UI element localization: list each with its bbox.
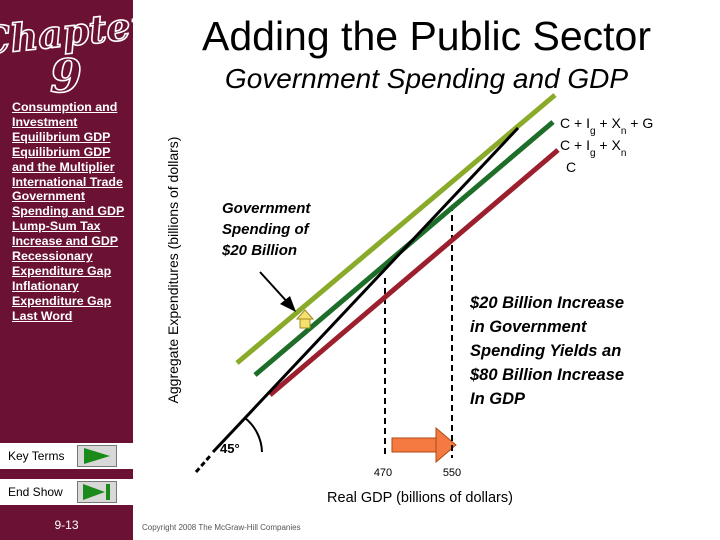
tick-label-470: 470 <box>374 467 392 479</box>
legend-label-c-ig-xn: C + Ig + Xn <box>560 137 626 159</box>
end-show-icon <box>83 484 110 500</box>
annotation-gdp-increase-line: in Government <box>470 318 588 336</box>
angle-arc <box>244 417 263 453</box>
series-line-45-degree <box>211 126 520 454</box>
nav-link-equilibrium-gdp-multiplier[interactable]: Equilibrium GDP and the Multiplier <box>12 144 115 174</box>
page-number: 9-13 <box>54 518 79 532</box>
chapter-logo-number: 9 <box>50 49 82 96</box>
pointer-arrow-head <box>280 296 296 312</box>
annotation-gov-spending-line: $20 Billion <box>221 242 297 259</box>
chapter-logo: Chapter 9 <box>0 0 133 96</box>
pointer-arrow-line <box>259 271 291 306</box>
gdp-increase-arrow <box>391 426 457 464</box>
up-arrow-marker <box>295 309 315 329</box>
tick-label-550: 550 <box>443 467 461 479</box>
legend-label-c-ig-xn-g-part: + G <box>626 115 653 131</box>
end-show-label: End Show <box>8 485 63 499</box>
annotation-gdp-increase-line: Spending Yields an <box>470 342 621 360</box>
nav-list: Consumption and Investment Equilibrium G… <box>12 100 130 324</box>
legend-label-c-ig-xn-g-part: C + I <box>560 115 590 131</box>
play-triangle-icon <box>84 448 110 464</box>
legend-label-c-ig-xn-part: n <box>621 148 627 159</box>
legend-label-c-ig-xn-g-part: + X <box>596 115 622 131</box>
slide-title: Adding the Public Sector <box>202 13 651 59</box>
annotation-gov-spending-line: Government <box>222 200 311 217</box>
annotation-gdp-increase: $20 Billion Increase in Government Spend… <box>469 294 629 408</box>
series-line-c <box>268 148 560 397</box>
nav-link-consumption-investment[interactable]: Consumption and Investment <box>12 100 118 129</box>
nav-link-last-word[interactable]: Last Word <box>12 308 73 323</box>
annotation-gov-spending-line: Spending of <box>222 221 311 238</box>
ae-chart: Aggregate Expenditures (billions of doll… <box>165 93 653 506</box>
series-line-c-ig-xn-g <box>235 93 557 365</box>
legend-label-c-ig-xn-g-part: n <box>621 126 627 137</box>
copyright: Copyright 2008 The McGraw-Hill Companies <box>142 523 301 532</box>
nav-link-international-trade[interactable]: International Trade <box>12 174 123 189</box>
end-show-button[interactable] <box>77 481 117 503</box>
legend-label-c-part: C <box>566 159 576 175</box>
key-terms-label: Key Terms <box>8 449 65 463</box>
nav-link-recessionary-gap[interactable]: Recessionary Expenditure Gap <box>12 249 112 278</box>
x-axis-title: Real GDP (billions of dollars) <box>327 490 513 506</box>
slide-subtitle: Government Spending and GDP <box>224 63 629 94</box>
annotation-gdp-increase-line: $80 Billion Increase <box>469 366 624 384</box>
key-terms-button[interactable] <box>77 445 117 467</box>
annotation-gov-spending: Government Spending of $20 Billion <box>221 200 315 259</box>
legend-label-c-ig-xn-part: + X <box>596 137 622 153</box>
legend-label-c-ig-xn-part: g <box>590 148 596 159</box>
legend-label-c-ig-xn-g-part: g <box>590 126 596 137</box>
sidebar: Chapter 9 Consumption and Investment Equ… <box>0 0 133 540</box>
key-terms-panel: Key Terms <box>0 443 133 469</box>
end-show-panel: End Show <box>0 479 133 505</box>
nav-link-inflationary-gap[interactable]: Inflationary Expenditure Gap <box>12 278 112 308</box>
legend-label-c: C <box>566 159 576 175</box>
nav-link-equilibrium-gdp[interactable]: Equilibrium GDP <box>12 129 111 144</box>
annotation-gdp-increase-line: In GDP <box>470 390 526 408</box>
nav-link-lump-sum-tax[interactable]: Lump-Sum Tax Increase and GDP <box>12 219 119 249</box>
legend-label-c-ig-xn-part: C + I <box>560 137 590 153</box>
y-axis-title: Aggregate Expenditures (billions of doll… <box>165 137 181 404</box>
series-line-45-degree-dash <box>194 455 212 473</box>
angle-label: 45° <box>220 441 240 456</box>
annotation-gdp-increase-line: $20 Billion Increase <box>469 294 624 312</box>
legend-label-c-ig-xn-g: C + Ig + Xn + G <box>560 115 653 137</box>
nav-link-government-spending[interactable]: Government Spending and GDP <box>12 189 125 219</box>
